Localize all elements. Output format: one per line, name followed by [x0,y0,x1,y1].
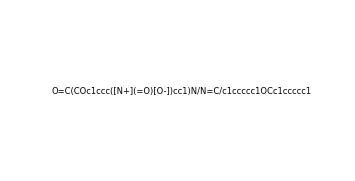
Text: O=C(COc1ccc([N+](=O)[O-])cc1)N/N=C/c1ccccc1OCc1ccccc1: O=C(COc1ccc([N+](=O)[O-])cc1)N/N=C/c1ccc… [52,87,312,96]
